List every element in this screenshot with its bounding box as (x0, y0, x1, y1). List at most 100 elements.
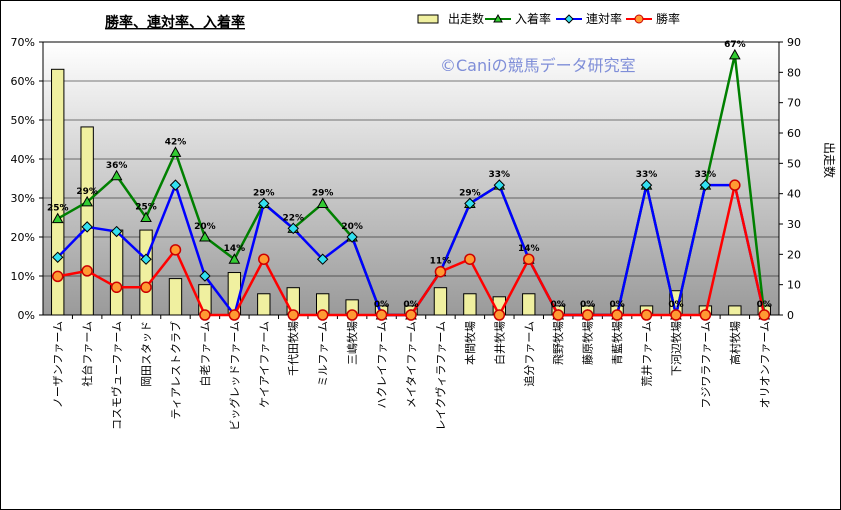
watermark: ©Caniの競馬データ研究室 (440, 56, 636, 75)
data-label-12: 0% (374, 300, 389, 310)
legend-marker-diamond (564, 14, 574, 24)
y2-tick-label: 90 (787, 36, 801, 49)
bar-17 (522, 293, 536, 316)
x-tick-label: メイタイファーム (405, 321, 418, 408)
x-tick-label: ノーザンファーム (52, 321, 65, 408)
y2-tick-label: 80 (787, 66, 801, 79)
x-tick-label: 下河辺牧場 (669, 321, 683, 376)
bar-5 (168, 278, 183, 316)
marker-s1-7 (228, 253, 241, 264)
x-tick-label: 藤原牧場 (581, 321, 595, 365)
marker-s3-25 (758, 309, 771, 321)
data-label-11: 20% (341, 222, 363, 232)
marker-s1-24 (728, 48, 741, 60)
x-tick-label: 岡田スタッド (140, 321, 153, 387)
data-label-3: 36% (106, 161, 128, 171)
data-label-4: 25% (135, 203, 157, 213)
marker-s2-21 (640, 179, 653, 191)
marker-s3-13 (405, 309, 417, 321)
marker-s2-10 (316, 253, 329, 265)
bar-24 (728, 305, 742, 316)
marker-s3-22 (670, 309, 682, 321)
y2-tick-label: 0 (787, 309, 794, 322)
y-tick-label: 10% (11, 270, 35, 283)
x-tick-label: 白井牧場 (492, 321, 506, 365)
legend-label-1: 出走数 (448, 11, 484, 26)
data-label-1: 25% (47, 204, 69, 214)
x-tick-label: コスモヴューファーム (110, 321, 124, 430)
data-label-20: 0% (609, 300, 624, 310)
y2-tick-label: 20 (787, 248, 801, 261)
y-tick-label: 40% (11, 153, 35, 166)
data-label-13: 0% (403, 300, 418, 310)
x-tick-label: 白老ファーム (198, 321, 212, 387)
marker-s1-1 (51, 212, 64, 224)
marker-s3-8 (258, 253, 270, 265)
marker-s3-3 (110, 281, 123, 294)
y2-tick-label: 10 (787, 279, 801, 292)
data-label-24: 67% (724, 40, 746, 50)
data-label-9: 22% (282, 213, 304, 223)
marker-s2-11 (346, 231, 358, 243)
marker-s1-5 (169, 146, 182, 157)
legend-label-3: 連対率 (586, 11, 622, 26)
x-tick-label: 飛野牧場 (551, 321, 565, 365)
bar-14 (433, 287, 448, 316)
marker-s2-16 (493, 179, 506, 191)
marker-s2-4 (140, 253, 152, 265)
data-label-16: 33% (489, 170, 511, 180)
legend-marker-circle (634, 14, 644, 24)
y2-tick-label: 70 (787, 97, 801, 110)
y2-tick-label: 50 (787, 157, 801, 170)
marker-s3-1 (51, 270, 64, 283)
data-label-5: 42% (165, 137, 187, 147)
data-label-25: 0% (757, 300, 772, 310)
marker-s3-19 (581, 309, 594, 321)
data-label-21: 33% (636, 170, 658, 180)
marker-s2-5 (169, 179, 182, 191)
bar-2 (80, 126, 94, 316)
marker-s1-3 (110, 169, 123, 181)
data-label-17: 14% (518, 244, 540, 254)
marker-s3-10 (316, 309, 329, 321)
y-tick-label: 0% (18, 309, 35, 322)
y-tick-label: 60% (11, 75, 35, 88)
legend: 出走数 入着率 連対率 勝率 (417, 11, 680, 26)
marker-s2-6 (199, 270, 211, 282)
data-label-2: 29% (76, 187, 98, 197)
marker-s3-21 (640, 309, 653, 321)
marker-s3-14 (434, 265, 447, 278)
data-label-22: 0% (668, 300, 683, 310)
marker-s3-15 (464, 253, 476, 265)
marker-s3-6 (199, 309, 211, 321)
x-tick-label: 本間牧場 (463, 321, 477, 365)
legend-swatch-bar (417, 14, 439, 24)
y2-tick-label: 40 (787, 188, 801, 201)
y-tick-label: 50% (11, 114, 35, 127)
x-tick-label: ハクレイファーム (376, 321, 389, 409)
data-label-18: 0% (551, 300, 566, 310)
legend-label-4: 勝率 (656, 11, 680, 26)
marker-s1-6 (199, 230, 211, 242)
y2-tick-label: 60 (787, 127, 801, 140)
marker-s2-15 (464, 197, 476, 210)
x-tick-label: ミルファーム (317, 321, 330, 387)
marker-s1-10 (316, 197, 329, 208)
marker-s3-23 (699, 309, 712, 321)
data-label-8: 29% (253, 188, 275, 198)
x-tick-label: オリオンファーム (758, 321, 771, 408)
chart-title: 勝率、連対率、入着率 (105, 14, 245, 31)
marker-s3-11 (346, 309, 358, 321)
data-label-19: 0% (580, 300, 595, 310)
x-tick-label: 高村牧場 (728, 321, 742, 365)
marker-s2-23 (699, 179, 712, 191)
legend-marker-triangle (493, 13, 503, 23)
marker-s3-20 (611, 309, 623, 321)
marker-s3-16 (493, 309, 506, 321)
x-tick-label: 三嶋牧場 (345, 321, 359, 365)
legend-label-2: 入着率 (515, 11, 551, 26)
marker-s2-3 (110, 225, 123, 238)
x-tick-label: 追分ファーム (522, 321, 536, 387)
marker-s3-18 (552, 309, 564, 321)
